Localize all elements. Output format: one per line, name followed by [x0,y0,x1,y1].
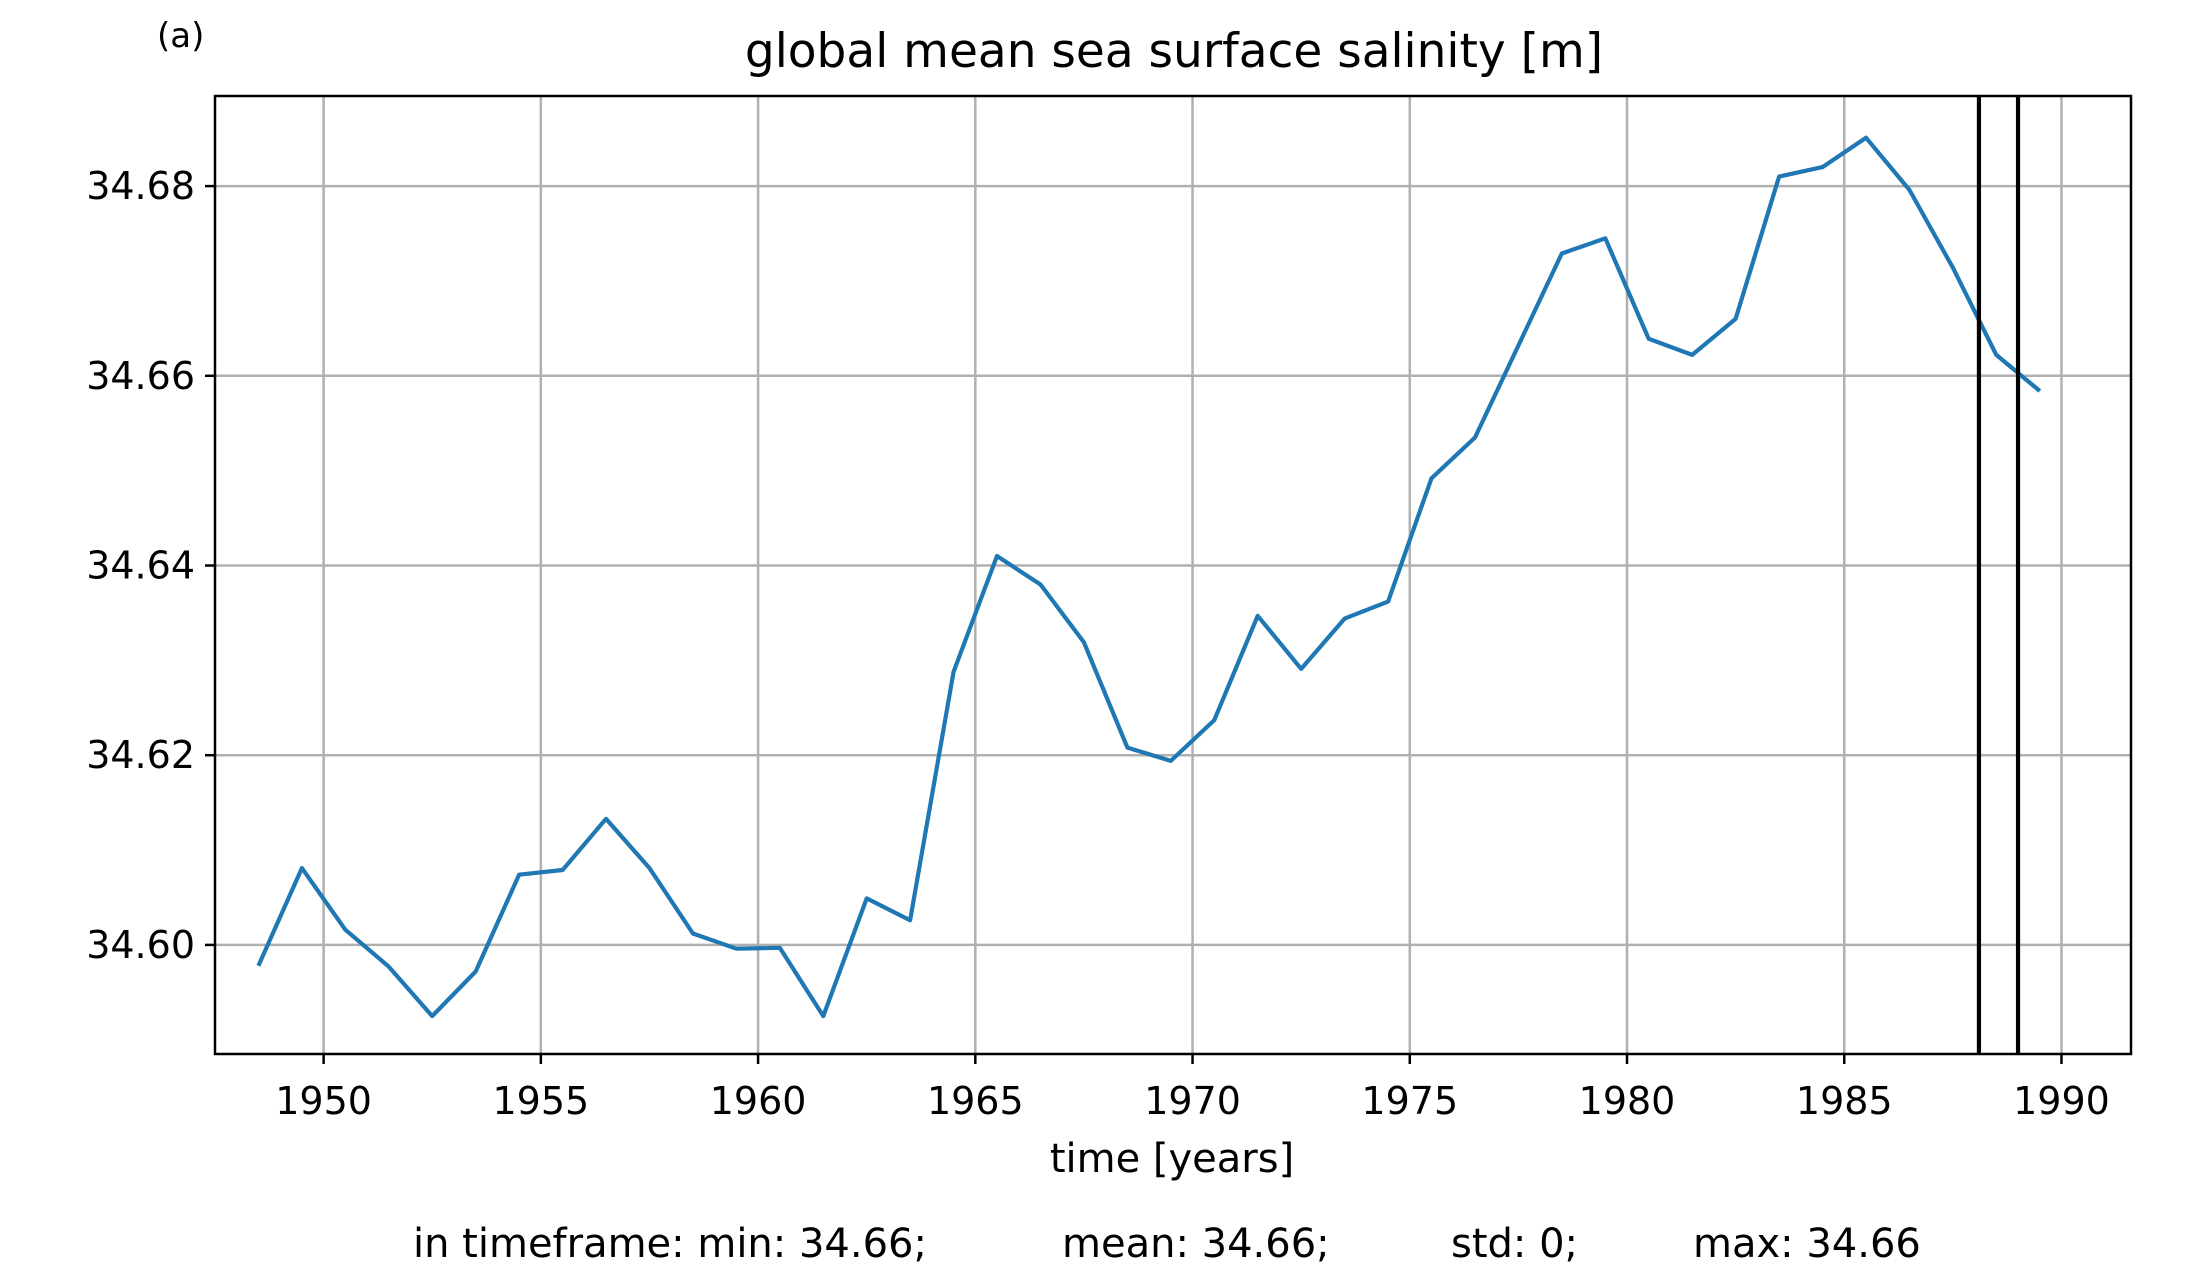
x-tick-label: 1965 [927,1079,1024,1123]
panel-label: (a) [157,16,204,56]
x-tick-label: 1970 [1144,1079,1241,1123]
y-tick-label: 34.60 [86,923,195,967]
x-axis-label: time [years] [1050,1136,1294,1182]
y-tick-label: 34.64 [86,544,195,588]
stat-std: std: 0; [1451,1221,1578,1263]
y-tick-label: 34.66 [86,354,195,398]
x-tick-label: 1950 [275,1079,372,1123]
stat-max: max: 34.66 [1693,1221,1921,1263]
y-tick-label: 34.62 [86,733,195,777]
x-tick-label: 1990 [2013,1079,2110,1123]
plot-frame [213,94,2133,1056]
x-tick-label: 1985 [1796,1079,1893,1123]
stat-mean: mean: 34.66; [1062,1221,1330,1263]
stat-timeframe-min: in timeframe: min: 34.66; [413,1221,927,1263]
vertical-lines [1976,96,2021,1054]
x-tick-label: 1955 [492,1079,589,1123]
y-tick-label: 34.68 [86,164,195,208]
data-layer [256,135,2042,1019]
x-tick-label: 1960 [710,1079,807,1123]
grid-layer [215,96,2131,1054]
x-tick-label: 1980 [1579,1079,1676,1123]
x-tick-label: 1975 [1361,1079,1458,1123]
y-axis-ticks: 34.60 34.62 34.64 34.66 34.68 [86,164,215,967]
series-line-0 [256,135,2042,1019]
chart-title: global mean sea surface salinity [m] [745,24,1603,79]
x-axis-ticks: 1950 1955 1960 1965 1970 1975 1980 1985 1990 [275,1054,2110,1123]
